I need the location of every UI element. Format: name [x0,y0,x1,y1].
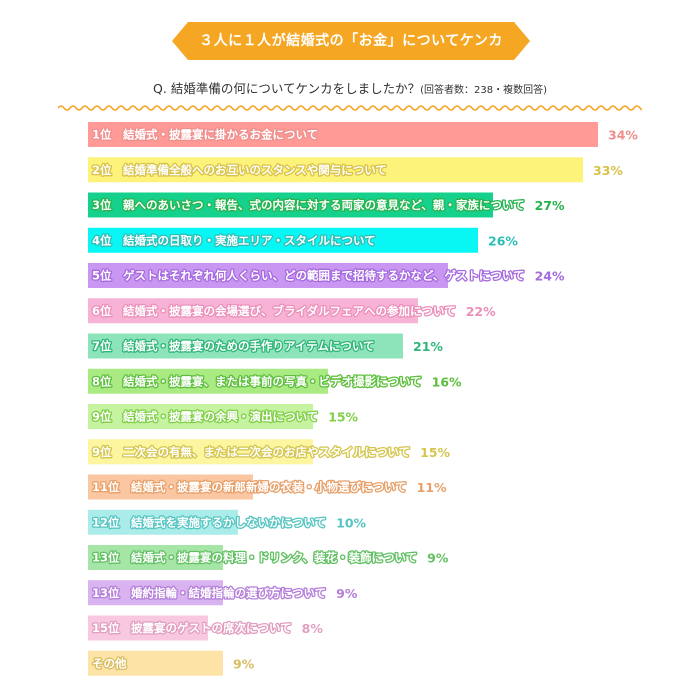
value-label-15: 8% [302,621,324,636]
value-label-9: 15% [328,410,358,425]
bar-7 [88,333,403,359]
value-label-8: 16% [432,374,462,389]
value-label-11: 11% [417,480,447,495]
category-label-1: 1位 結婚式・披露宴に掛かるお金について [92,128,318,142]
bar-13 [88,545,223,570]
value-label-2: 33% [593,163,623,178]
category-label-13: 13位 結婚式・披露宴の料理・ドリンク、装花・装飾について [92,551,417,565]
category-label-7: 7位 結婚式・披露宴のための手作りアイテムについて [92,339,375,353]
bar-8 [88,368,328,394]
category-label-12: 12位 結婚式を実施するかしないかについて [92,515,326,529]
value-label-7: 21% [413,339,443,354]
respondent-note: (回答者数：238・複数回答) [420,85,547,96]
banner-title: ３人に１人が結婚式の「お金」についてケンカ [199,33,503,49]
bar-10 [88,439,313,465]
value-label-14: 9% [336,586,358,601]
category-label-8: 8位 結婚式・披露宴、または事前の写真・ビデオ撮影について [92,374,422,388]
category-label-4: 4位 結婚式の日取り・実施エリア・スタイルについて [92,233,376,247]
bar-5 [88,263,448,288]
bar-6 [88,298,418,324]
category-label-14: 13位 婚約指輪・結婚指輪の選び方について [92,586,326,600]
banner-shape [172,22,530,60]
value-label-5: 24% [535,269,565,284]
bar-9 [88,404,313,429]
wavy-divider [58,105,642,111]
category-label-15: 15位 披露宴のゲストの席次について [92,621,292,635]
value-label-3: 27% [535,198,565,213]
category-label-3: 3位 親へのあいさつ・報告、式の内容に対する両家の意見など、親・家族について [92,198,525,212]
bar-12 [88,509,238,535]
value-label-12: 10% [336,515,366,530]
category-label-10: 9位 二次会の有無、または二次会のお店やスタイルについて [92,445,410,459]
category-label-9: 9位 結婚式・披露宴の余興・演出について [92,410,318,424]
value-label-13: 9% [427,551,449,566]
bar-3 [88,192,493,218]
bar-4 [88,227,478,253]
bar-15 [88,615,208,641]
value-label-16: 9% [233,656,255,671]
bar-1 [88,122,598,147]
value-label-6: 22% [466,304,496,319]
value-label-4: 26% [488,233,518,248]
bar-16 [88,650,223,676]
value-label-1: 34% [608,128,638,143]
value-label-10: 15% [420,445,450,460]
category-label-5: 5位 ゲストはそれぞれ何人くらい、どの範囲まで招待するかなど、ゲストについて [92,269,525,283]
question-text: Q. 結婚準備の何についてケンカをしましたか？ [153,81,421,96]
title-banner: ３人に１人が結婚式の「お金」についてケンカ [172,22,530,60]
category-label-16: その他 [92,656,127,670]
category-label-2: 2位 結婚準備全般へのお互いのスタンスや関与について [92,163,387,177]
category-label-6: 6位 結婚式・披露宴の会場選び、ブライダルフェアへの参加について [92,304,456,318]
category-label-11: 11位 結婚式・披露宴の新郎新婦の衣装・小物選びについて [92,480,407,494]
bar-11 [88,474,253,500]
bar-14 [88,580,223,606]
question-heading: Q. 結婚準備の何についてケンカをしましたか？(回答者数：238・複数回答) [0,78,700,97]
bar-2 [88,157,583,183]
